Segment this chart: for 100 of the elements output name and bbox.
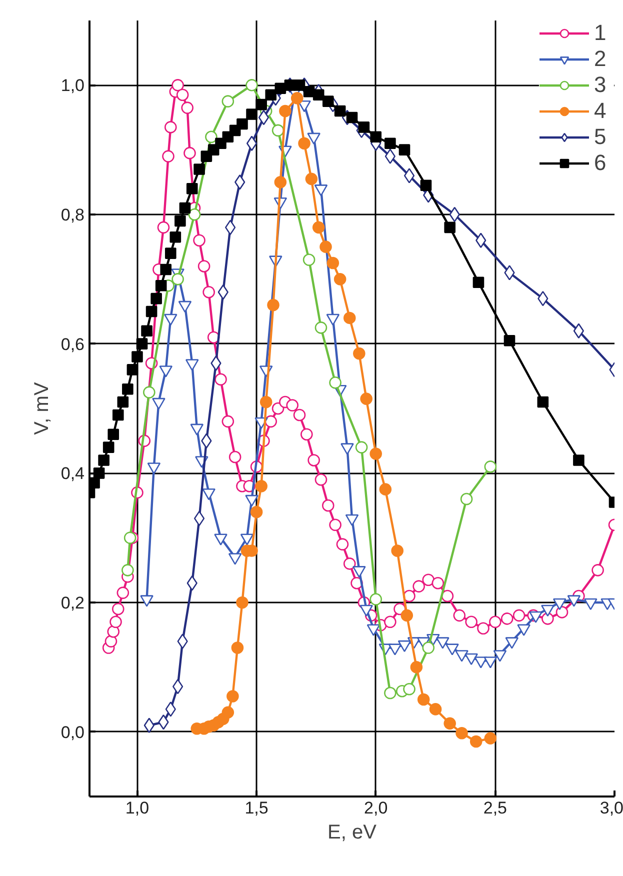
point [102,442,114,453]
point [179,202,191,214]
point [346,112,358,124]
point [444,717,456,730]
point [122,564,134,576]
point [274,176,287,188]
point [537,396,549,408]
point [122,383,134,395]
point [334,273,346,286]
point [472,276,484,288]
point [334,105,346,117]
point [403,683,416,696]
point [444,222,456,234]
y-tick-label: 0,2 [60,594,85,612]
point [117,396,129,408]
point [391,544,404,557]
point [312,89,324,101]
point [160,264,172,276]
point [370,448,382,460]
point [172,678,184,694]
point [422,642,435,654]
point [272,124,284,137]
y-tick-label: 0,8 [60,206,85,224]
point [136,338,148,350]
point [258,110,270,126]
point [484,732,497,744]
point [279,104,292,118]
point [234,174,246,190]
point [460,492,473,506]
point [201,433,212,448]
point [353,347,366,360]
point [205,130,218,144]
point [320,240,332,253]
point [312,221,325,234]
point [177,634,188,649]
point [226,690,239,702]
x-tick-label: 3,0 [600,798,623,818]
y-tick-label: 0,4 [60,464,85,484]
point [314,322,328,334]
point [417,693,430,706]
point [236,118,248,130]
point [504,334,516,346]
point [360,392,372,405]
legend-label: 2 [594,46,608,72]
point [108,428,120,440]
point [400,609,414,622]
x-tick-label: 2,0 [364,798,388,818]
legend-label: 1 [594,20,608,46]
legend-label: 3 [594,72,608,98]
point [188,208,201,221]
point [303,86,315,98]
point [265,89,277,101]
point [326,256,340,270]
point [141,325,152,337]
point [165,702,176,717]
y-tick-label: 1,0 [60,76,85,96]
point [222,706,234,719]
x-axis-title: E, eV [328,822,378,844]
point [143,386,156,398]
point [146,306,158,318]
point [358,122,370,133]
point [573,323,584,339]
point [370,593,382,606]
point [343,312,356,324]
x-tick-label: 2,5 [483,798,508,818]
point [164,248,176,259]
y-tick-label: 0,6 [60,334,85,354]
point [222,95,234,108]
point [194,510,205,526]
point [255,480,268,492]
legend-label: 5 [594,124,608,150]
point [224,220,236,236]
point [429,703,442,716]
y-tick-label: 0,0 [60,722,85,742]
point [246,108,258,120]
point [384,686,396,700]
point [384,138,396,150]
point [194,164,205,175]
point [231,642,244,654]
point [98,454,110,466]
point [298,137,310,150]
point [305,172,318,186]
point [174,215,186,227]
point [155,280,167,292]
point [470,735,482,748]
point [124,532,136,544]
point [150,292,162,304]
point [379,483,392,496]
point [246,79,258,92]
point [329,376,342,389]
point [112,409,124,421]
point [384,148,396,164]
point [504,265,515,280]
point [322,96,334,107]
point [256,98,267,110]
legend-label: 6 [594,150,608,176]
point [250,506,263,518]
point [370,131,382,143]
legend-label: 4 [594,98,608,124]
x-tick-label: 1,0 [125,798,150,818]
